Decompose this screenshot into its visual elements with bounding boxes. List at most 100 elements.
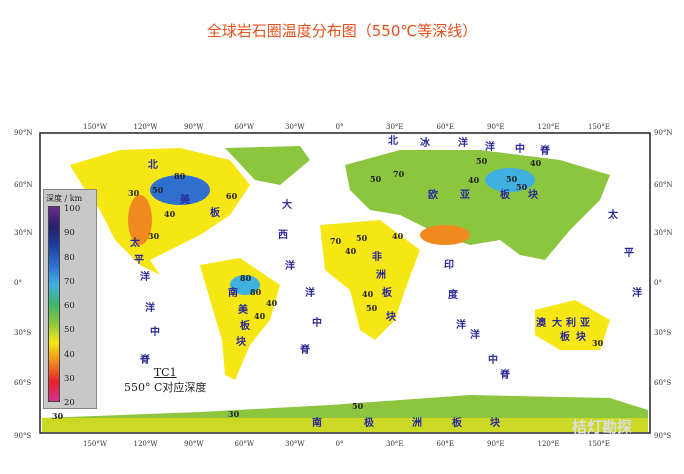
label-arctic-ridge: 冰 — [420, 138, 430, 149]
legend-title: 深度 / km — [46, 194, 83, 203]
label-eurasia: 欧 — [428, 190, 438, 201]
lon-tick-label: 60°W — [235, 123, 255, 131]
lon-tick-label: 30°W — [285, 440, 305, 448]
south-america — [200, 258, 280, 380]
label-atlantic-ridge: 洋 — [305, 288, 315, 299]
label-south-america: 板 — [240, 321, 250, 332]
label-arctic-ridge: 洋 — [458, 138, 468, 149]
contour-label: 50 — [370, 174, 382, 184]
label-arctic-ridge: 洋 — [485, 142, 495, 153]
label-indian: 洋 — [456, 320, 466, 331]
lat-tick-label: 0° — [14, 279, 22, 287]
legend-value: 50 — [64, 325, 75, 336]
thick-shield-siberia — [485, 168, 535, 192]
label-eurasia: 块 — [528, 190, 538, 201]
legend-value: 70 — [64, 276, 75, 287]
legend-value: 100 — [64, 204, 81, 214]
label-australia: 利 — [566, 318, 576, 329]
label-north-america: 板 — [210, 208, 220, 219]
label-arctic-ridge: 中 — [515, 144, 525, 155]
lat-tick-label: 30°S — [654, 329, 671, 337]
label-eurasia: 亚 — [460, 190, 470, 201]
label-atlantic-ridge: 中 — [312, 318, 322, 329]
contour-label: 40 — [392, 231, 404, 241]
africa — [320, 220, 420, 340]
contour-label: 40 — [362, 289, 374, 299]
lon-tick-label: 150°W — [83, 440, 108, 448]
label-australia: 亚 — [580, 318, 590, 329]
contour-label: 30 — [128, 188, 140, 198]
contour-label: 30 — [592, 338, 604, 348]
lon-tick-label: 120°E — [538, 123, 560, 131]
caption-title: TC1 — [153, 366, 177, 379]
label-south-america: 南 — [228, 288, 238, 299]
label-pacific-east: 洋 — [632, 288, 642, 299]
label-arctic-ridge: 北 — [388, 136, 398, 147]
contour-label: 60 — [226, 191, 238, 201]
label-pacific-ridge: 脊 — [140, 355, 150, 366]
legend-value: 90 — [64, 228, 75, 239]
label-indian: 度 — [448, 290, 458, 301]
lon-tick-label: 150°E — [588, 123, 610, 131]
label-north-america: 美 — [180, 195, 190, 206]
label-africa: 洲 — [376, 270, 386, 281]
label-pacific-ridge: 中 — [150, 327, 160, 338]
lat-tick-label: 30°N — [654, 229, 673, 237]
continents — [42, 146, 648, 432]
contour-label: 40 — [266, 298, 278, 308]
lon-tick-label: 60°E — [437, 440, 455, 448]
lat-tick-label: 0° — [654, 279, 662, 287]
contour-label: 50 — [352, 401, 364, 411]
legend-value: 80 — [64, 252, 75, 263]
eurasia — [345, 150, 610, 260]
lat-tick-label: 60°N — [14, 181, 33, 189]
label-antarctica: 板 — [452, 418, 462, 429]
lat-tick-label: 90°S — [14, 432, 31, 440]
contour-label: 50 — [366, 303, 378, 313]
lat-tick-label: 60°N — [654, 181, 673, 189]
watermark: 桔灯勘探 — [572, 418, 633, 436]
caption: TC1 550° C对应深度 — [124, 366, 206, 395]
lon-tick-label: 30°E — [386, 440, 404, 448]
label-atlantic: 大 — [282, 200, 292, 211]
legend-value: 60 — [64, 301, 75, 311]
lon-tick-label: 30°E — [386, 123, 404, 131]
lat-tick-label: 30°N — [14, 229, 33, 237]
contour-label: 50 — [506, 174, 518, 184]
lat-tick-label: 30°S — [14, 329, 31, 337]
label-indian-ridge: 洋 — [470, 330, 480, 341]
contour-label: 40 — [254, 311, 266, 321]
label-indian-ridge: 脊 — [500, 370, 510, 381]
label-north-america: 北 — [148, 160, 158, 171]
contour-label: 40 — [530, 158, 542, 168]
lat-tick-label: 60°S — [14, 379, 31, 387]
australia — [535, 300, 610, 350]
label-australia: 澳 — [536, 318, 546, 329]
label-atlantic-ridge: 脊 — [300, 345, 310, 356]
label-africa: 块 — [386, 312, 396, 323]
label-australia: 块 — [576, 332, 586, 343]
lat-tick-label: 60°S — [654, 379, 671, 387]
label-antarctica: 块 — [490, 418, 500, 429]
label-antarctica: 洲 — [412, 418, 422, 429]
label-atlantic: 西 — [278, 230, 288, 241]
contour-label: 80 — [174, 171, 186, 181]
lon-tick-label: 150°W — [83, 123, 108, 131]
lon-tick-label: 120°E — [538, 440, 560, 448]
lon-tick-label: 60°E — [437, 123, 455, 131]
contour-label: 70 — [393, 169, 405, 179]
label-south-america: 块 — [236, 337, 246, 348]
legend-colorbar — [48, 206, 60, 402]
contour-label: 40 — [345, 246, 357, 256]
west-us-region — [128, 195, 152, 245]
lon-tick-label: 0° — [336, 440, 344, 448]
label-indian-ridge: 中 — [488, 355, 498, 366]
contour-label: 30 — [228, 409, 240, 419]
label-africa: 板 — [382, 288, 392, 299]
contour-label: 50 — [476, 156, 488, 166]
thick-shield-sa — [230, 275, 260, 295]
lon-tick-label: 90°E — [487, 440, 505, 448]
legend-value: 20 — [64, 398, 75, 408]
contour-label: 30 — [148, 231, 160, 241]
